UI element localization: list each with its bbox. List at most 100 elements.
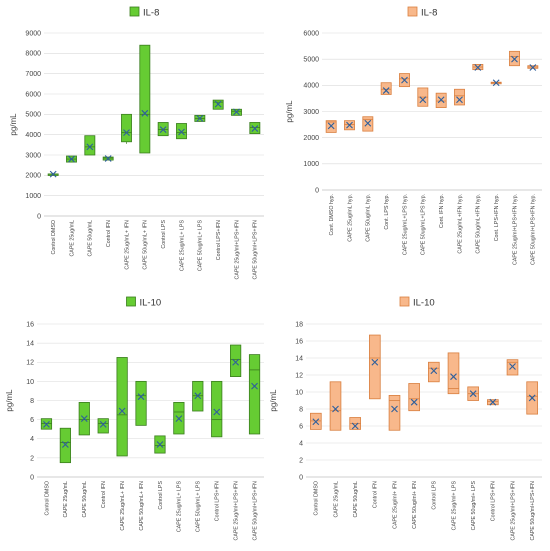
box-11: CAPE 25ug/ml+LPS+IFN xyxy=(230,344,242,540)
legend: IL-10 xyxy=(126,296,162,309)
mean-marker xyxy=(391,405,398,413)
y-tick-label: 4000 xyxy=(25,132,41,139)
box-body xyxy=(408,383,420,412)
x-tick-label: CAPE 25ug/mL+LPS hyp. xyxy=(402,194,408,255)
x-tick-label: Cont. IFN hyp. xyxy=(439,194,445,228)
box-1: Control DMSO xyxy=(47,170,59,254)
mean-marker xyxy=(99,421,107,428)
x-tick-label: CAPE 25ug/ml+LPS+IFN hyp. xyxy=(512,194,518,265)
mean-marker xyxy=(156,441,164,448)
box-10: Control LPS+IFN xyxy=(212,99,224,260)
box-body xyxy=(176,123,187,140)
y-axis-title: pg/mL xyxy=(9,113,18,136)
legend-label: IL-8 xyxy=(421,8,437,19)
box-body xyxy=(248,354,261,435)
x-tick-label: CAPE 50ug/mL+ IFN xyxy=(143,220,149,270)
y-tick-label: 0 xyxy=(30,474,34,481)
legend-label: IL-10 xyxy=(140,298,162,309)
box-3: CAPE 50ug/mL xyxy=(78,402,90,518)
y-tick-label: 8000 xyxy=(25,51,41,58)
y-tick-label: 14 xyxy=(26,341,34,348)
mean-marker xyxy=(118,407,126,415)
box-4: Control IFN xyxy=(369,334,381,508)
box-8: CAPE 25ug/mL+IFN hyp. xyxy=(454,88,465,254)
chart-panel-2: IL-8 0 1000 2000 3000 4000 5000 6000 pg/mL Cont. … xyxy=(285,6,542,265)
mean-marker xyxy=(68,155,75,163)
x-tick-label: CAPE 50ug/ml+ IFN xyxy=(412,481,418,529)
x-tick-label: CAPE 50ug/mL xyxy=(88,220,94,257)
box-body xyxy=(329,381,342,431)
box-body xyxy=(369,334,381,400)
x-tick-label: CAPE 50ug/ml+LPS+IFN xyxy=(253,220,259,280)
box-11: CAPE 25ug/ml+LPS+IFN xyxy=(506,359,519,540)
box-3: CAPE 50ug/mL xyxy=(84,135,96,257)
y-tick-label: 1000 xyxy=(25,193,41,200)
mean-marker xyxy=(213,408,221,416)
x-tick-label: CAPE 50ug/mL hyp. xyxy=(366,194,372,242)
x-tick-label: CAPE 50ug/mL+ IFN xyxy=(139,481,145,531)
box-2: CAPE 25ug/mL xyxy=(59,427,71,518)
x-tick-label: CAPE 50ug/mL+ LPS xyxy=(196,481,202,533)
legend-label: IL-8 xyxy=(143,8,159,19)
box-6: CAPE 50ug/mL+LPS hyp. xyxy=(417,87,429,255)
x-tick-label: Control DMSO xyxy=(51,220,57,254)
y-tick-label: 5000 xyxy=(25,112,41,119)
y-tick-label: 4 xyxy=(299,440,303,447)
x-tick-label: CAPE 50ug/mL+IFN hyp. xyxy=(476,194,482,254)
x-tick-label: CAPE 25ug/mL+ IFN xyxy=(124,220,130,270)
legend-swatch xyxy=(407,6,418,17)
box-body xyxy=(84,135,96,156)
box-body xyxy=(506,359,519,376)
box-7: Cont. IFN hyp. xyxy=(435,92,447,228)
mean-marker xyxy=(175,415,183,423)
y-tick-label: 3000 xyxy=(25,152,41,159)
box-7: Control LPS xyxy=(428,361,440,510)
x-tick-label: CAPE 25ug/mL hyp. xyxy=(347,194,353,242)
box-8: CAPE 25ug/mL+ LPS xyxy=(176,123,187,271)
mean-marker xyxy=(251,125,259,132)
x-tick-label: Control LPS xyxy=(432,481,438,510)
x-tick-label: CAPE 25ug/mL+ IFN xyxy=(120,481,126,531)
mean-marker xyxy=(511,55,518,63)
box-5: CAPE 25ug/ml+ IFN xyxy=(388,394,401,529)
mean-marker xyxy=(80,415,88,423)
mean-marker xyxy=(123,129,130,137)
box-10: Control LPS+IFN xyxy=(211,380,223,521)
mean-marker xyxy=(401,76,408,84)
y-tick-label: 18 xyxy=(295,321,303,328)
box-10: Control LPS+IFN xyxy=(487,398,499,521)
x-tick-label: CAPE 25ug/ml+LPS+IFN xyxy=(234,220,240,280)
mean-marker xyxy=(232,358,240,366)
y-tick-label: 2 xyxy=(299,457,303,464)
box-body xyxy=(97,418,109,434)
y-tick-label: 9000 xyxy=(25,30,41,37)
box-5: CAPE 25ug/mL+ IFN xyxy=(121,113,132,270)
mean-marker xyxy=(469,390,477,398)
y-tick-label: 12 xyxy=(295,372,303,379)
box-5: CAPE 25ug/mL+LPS hyp. xyxy=(399,73,410,255)
legend: IL-10 xyxy=(399,296,435,309)
box-1: Control DMSO xyxy=(310,412,322,515)
x-tick-label: CAPE 50ug/mL xyxy=(353,481,359,518)
mean-marker xyxy=(410,398,418,406)
mean-marker xyxy=(43,421,50,428)
x-tick-label: CAPE 25ug/mL xyxy=(63,481,69,518)
legend-swatch xyxy=(129,6,140,17)
mean-marker xyxy=(419,96,427,104)
mean-marker xyxy=(489,398,497,406)
box-body xyxy=(447,352,460,395)
y-tick-label: 10 xyxy=(26,379,34,386)
box-body xyxy=(135,380,147,426)
y-tick-label: 0 xyxy=(299,474,303,481)
chart-panel-1: IL-8 0 1000 2000 3000 4000 5000 6000 7000 8000 900… xyxy=(9,6,264,280)
mean-marker xyxy=(371,358,379,366)
y-tick-label: 2000 xyxy=(303,135,319,142)
y-tick-label: 2000 xyxy=(25,173,41,180)
y-tick-label: 6000 xyxy=(25,91,41,98)
x-tick-label: Control IFN xyxy=(106,220,112,247)
mean-marker xyxy=(437,96,445,104)
x-tick-label: CAPE 50ug/ml+ LPS xyxy=(471,481,477,531)
y-tick-label: 2 xyxy=(30,455,34,462)
legend-swatch xyxy=(126,296,136,307)
